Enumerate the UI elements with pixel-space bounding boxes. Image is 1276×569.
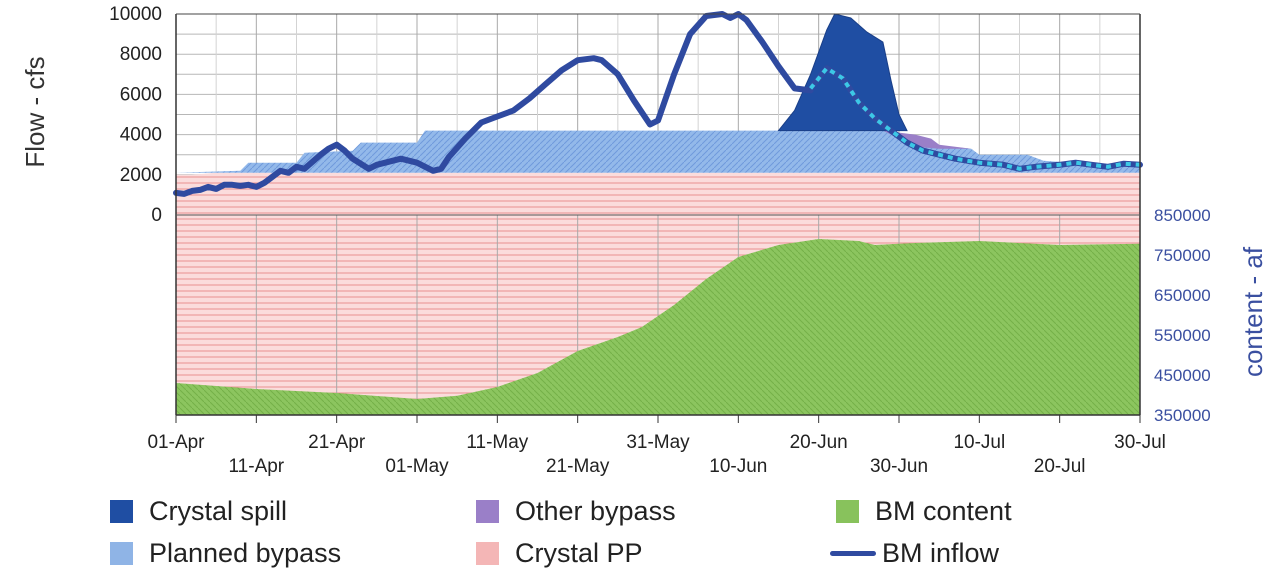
y-tick-label-left: 8000 (120, 44, 162, 65)
series-crystal-spill-area (777, 13, 908, 132)
legend-label: BM content (875, 496, 1012, 526)
y-tick-label-right: 850000 (1154, 206, 1211, 225)
series-bm-inflow-line (173, 11, 814, 197)
series-bm-content-area (176, 239, 1140, 415)
legend-swatch (110, 542, 133, 565)
x-tick-label: 30-Jun (870, 456, 928, 477)
legend-item-other-bypass: Other bypass (476, 496, 676, 527)
x-tick-label: 20-Jun (790, 432, 848, 453)
x-tick-label: 21-May (546, 456, 610, 477)
legend-line (830, 551, 876, 556)
legend-label: Crystal PP (515, 538, 643, 568)
y-tick-label-right: 450000 (1154, 366, 1211, 385)
legend-item-bm-content: BM content (836, 496, 1012, 527)
y-tick-label-right: 550000 (1154, 326, 1211, 345)
x-tick-label: 01-Apr (147, 432, 205, 453)
y-axis-label-left: Flow - cfs (20, 56, 50, 167)
chart: 0 2000 4000 6000 8000 10000 350000 450000 550000… (20, 4, 1268, 477)
y-tick-label-left: 6000 (120, 84, 162, 105)
series-layer (173, 11, 1143, 415)
x-tick-label: 21-Apr (308, 432, 366, 453)
legend-swatch (110, 500, 133, 523)
y-tick-label-left: 2000 (120, 165, 162, 186)
y-tick-label-right: 350000 (1154, 406, 1211, 425)
y-tick-label-left: 10000 (109, 4, 162, 25)
x-tick-label: 31-May (626, 432, 690, 453)
legend-label: BM inflow (882, 538, 1000, 568)
legend-swatch (476, 500, 499, 523)
x-tick-label: 11-May (466, 432, 528, 453)
legend-swatch (836, 500, 859, 523)
x-tick-label: 30-Jul (1114, 432, 1166, 453)
legend-swatch (476, 542, 499, 565)
legend-label: Planned bypass (149, 538, 342, 568)
legend-item-bm-inflow: BM inflow (830, 538, 999, 569)
ticks-layer: 0 2000 4000 6000 8000 10000 350000 450000 550000… (109, 4, 1211, 477)
legend-item-planned-bypass: Planned bypass (110, 538, 341, 569)
legend-item-crystal-pp: Crystal PP (476, 538, 643, 569)
legend-label: Other bypass (515, 496, 676, 526)
y-tick-label-right: 750000 (1154, 246, 1211, 265)
y-tick-label-right: 650000 (1154, 286, 1211, 305)
y-tick-label-left: 0 (151, 205, 162, 226)
x-tick-label: 10-Jun (709, 456, 767, 477)
x-tick-label: 01-May (385, 456, 449, 477)
x-tick-label: 20-Jul (1034, 456, 1086, 477)
series-bm-inflow-dotted (809, 65, 1141, 171)
legend: Crystal spill Other bypass BM content Pl… (0, 490, 1276, 569)
series-other-bypass-area (882, 130, 972, 149)
x-tick-label: 10-Jul (953, 432, 1005, 453)
y-tick-label-left: 4000 (120, 125, 162, 146)
legend-label: Crystal spill (149, 496, 288, 526)
legend-item-crystal-spill: Crystal spill (110, 496, 287, 527)
x-tick-label: 11-Apr (229, 456, 285, 477)
series-crystal-pp-area (176, 172, 1140, 215)
y-axis-label-right: content - af (1238, 246, 1268, 377)
